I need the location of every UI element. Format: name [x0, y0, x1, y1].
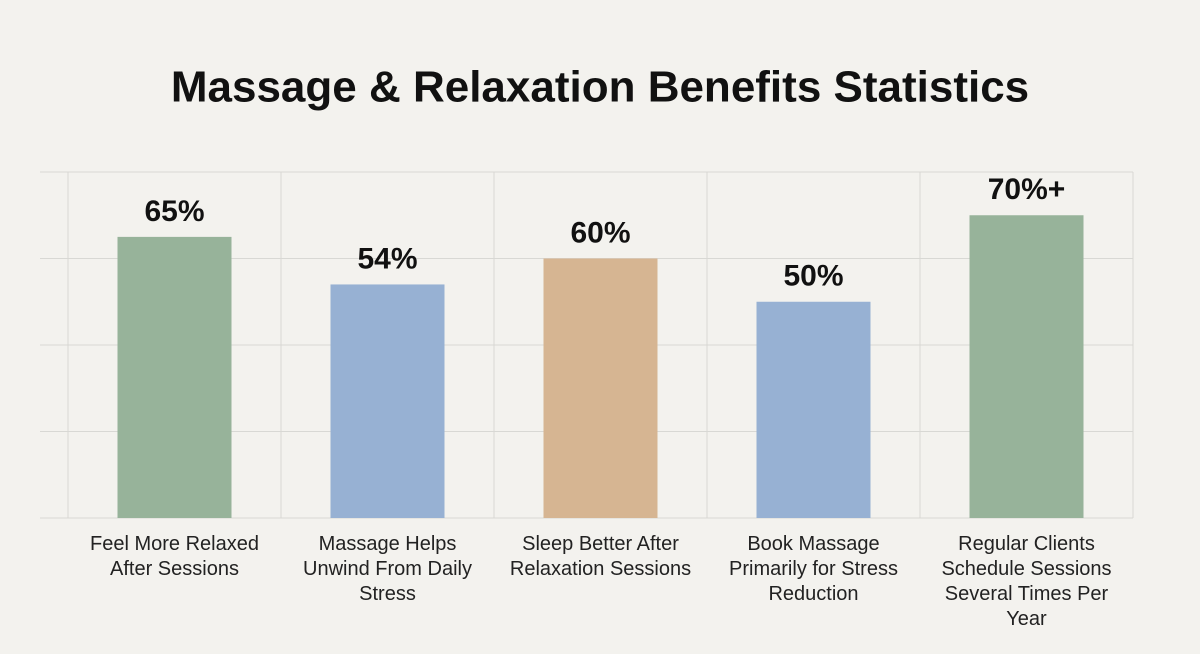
value-label: 65% [144, 195, 204, 228]
x-tick-label: Massage Helps Unwind From Daily Stress [303, 533, 472, 605]
x-tick-label: Sleep Better After Relaxation Sessions [509, 533, 692, 580]
value-label: 54% [357, 242, 417, 275]
x-tick-label: Regular Clients Schedule Sessions Severa… [941, 533, 1112, 630]
value-label: 60% [570, 216, 630, 249]
value-label: 50% [783, 260, 843, 293]
chart-title: Massage & Relaxation Benefits Statistics [171, 63, 1029, 112]
value-label: 70%+ [988, 173, 1066, 206]
bar [756, 301, 871, 518]
bar [117, 236, 232, 518]
bar [969, 215, 1084, 518]
x-tick-label: Book Massage Primarily for Stress Reduct… [729, 533, 898, 605]
x-tick-label: Feel More Relaxed After Sessions [90, 533, 259, 580]
bar [330, 284, 445, 518]
bar [543, 258, 658, 518]
